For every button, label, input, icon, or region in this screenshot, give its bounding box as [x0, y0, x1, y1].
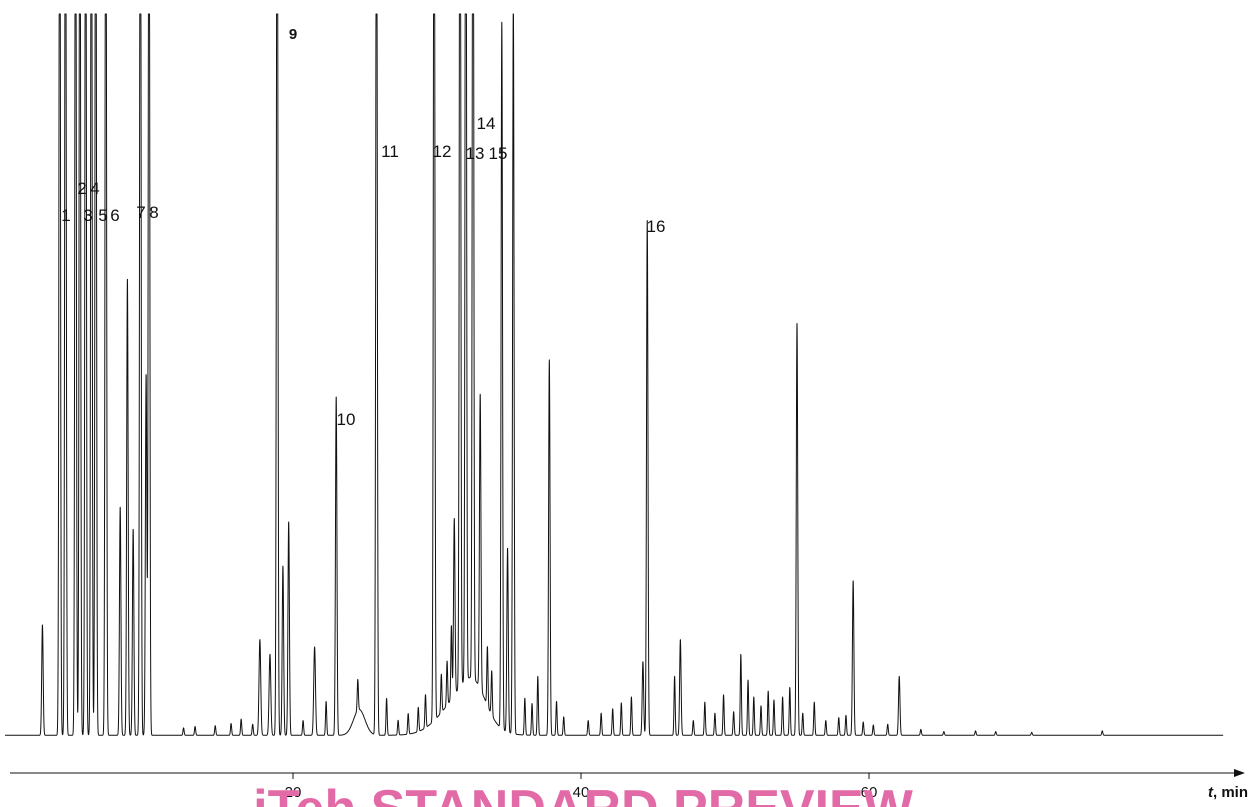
peak-label-4: 4: [90, 179, 99, 198]
peak-label-6: 6: [110, 206, 119, 225]
x-tick-label-40: 40: [573, 784, 590, 801]
peak-label-8: 8: [149, 203, 158, 222]
peak-label-1: 1: [61, 206, 70, 225]
peak-label-16: 16: [647, 217, 666, 236]
x-axis-arrow-icon: [1234, 769, 1245, 777]
peak-label-7: 7: [136, 203, 145, 222]
peak-label-12: 12: [433, 142, 452, 161]
chromatogram-trace: [4, 13, 1224, 736]
peak-label-15: 15: [489, 144, 508, 163]
peak-label-9: 9: [289, 26, 297, 43]
peak-label-13: 13: [466, 144, 485, 163]
x-tick-label-20: 20: [285, 784, 302, 801]
peak-label-11: 11: [381, 142, 399, 161]
watermark: iTeh STANDARD PREVIEW: [253, 780, 914, 807]
peak-label-10: 10: [337, 410, 356, 429]
peak-label-2: 2: [77, 179, 86, 198]
peak-label-5: 5: [98, 206, 107, 225]
peak-label-14: 14: [477, 114, 496, 133]
x-axis-title: t, min: [1208, 784, 1248, 801]
peak-label-3: 3: [83, 206, 92, 225]
x-tick-label-60: 60: [861, 784, 878, 801]
chromatogram-line: [4, 13, 1224, 736]
x-ticks: 20 40 60: [285, 773, 878, 801]
